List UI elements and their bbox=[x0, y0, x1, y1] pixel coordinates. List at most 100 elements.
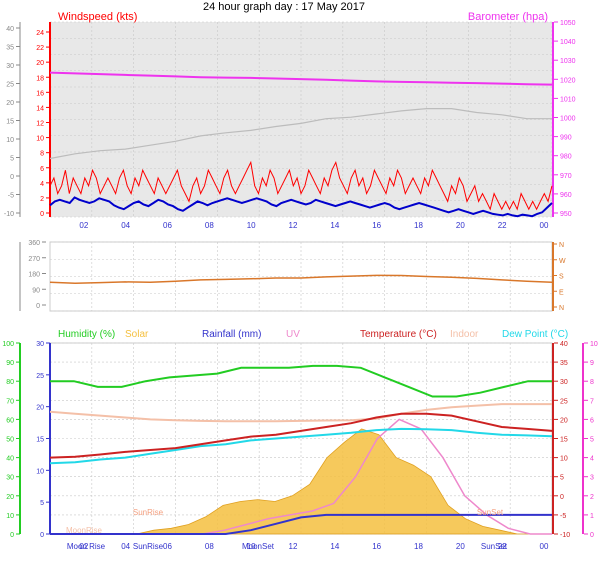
temp-tick: 0 bbox=[560, 494, 564, 501]
legend-item: Temperature (°C) bbox=[360, 329, 437, 340]
wind-x-tick: 20 bbox=[456, 221, 465, 230]
temp-tick: -10 bbox=[560, 532, 570, 539]
direction-compass-ticks: N W S E N bbox=[553, 242, 566, 312]
hum-tick: 80 bbox=[6, 379, 14, 386]
hum-tick: 100 bbox=[2, 341, 14, 348]
baro-ticks: 1050 1040 1030 1020 1010 1000 990 980 970 960 950 bbox=[554, 20, 576, 218]
direction-plot-area bbox=[49, 241, 553, 312]
baro-tick: 1050 bbox=[560, 20, 576, 27]
indoor-line bbox=[49, 403, 552, 423]
dir-right-tick: S bbox=[559, 274, 564, 281]
wind-outer-tick: 35 bbox=[6, 45, 14, 52]
annotation-label: MoonRise bbox=[66, 526, 103, 535]
clim-x-tick: 10 bbox=[247, 542, 256, 551]
wind-x-tick: 06 bbox=[163, 221, 172, 230]
hum-tick: 40 bbox=[6, 456, 14, 463]
baro-tick: 1030 bbox=[560, 58, 576, 65]
clim-x-tick: 14 bbox=[330, 542, 339, 551]
clim-x-tick: 02 bbox=[79, 542, 88, 551]
dir-right-tick: N bbox=[559, 242, 564, 249]
hum-tick: 70 bbox=[6, 398, 14, 405]
rain-line bbox=[50, 513, 552, 535]
hum-tick: 20 bbox=[6, 494, 14, 501]
rain-tick: 10 bbox=[36, 468, 44, 475]
wind-gust-line bbox=[49, 160, 553, 211]
clim-x-tick: 18 bbox=[414, 542, 423, 551]
wind-tick: 22 bbox=[36, 45, 44, 52]
climate-legend: Humidity (%) Solar Rainfall (mm) UV Temperat… bbox=[58, 329, 568, 340]
hum-tick: 30 bbox=[6, 475, 14, 482]
wind-tick: 0 bbox=[40, 211, 44, 218]
graph-title: 24 hour graph day : 17 May 2017 bbox=[203, 1, 365, 13]
wind-outer-tick: 15 bbox=[6, 119, 14, 126]
legend-item: Solar bbox=[125, 329, 149, 340]
clim-x-tick: 16 bbox=[372, 542, 381, 551]
wind-grid bbox=[50, 21, 553, 218]
temperature-ticks: 40 35 30 25 20 15 10 5 0 -5 -10 bbox=[554, 341, 570, 539]
clim-x-tick: 20 bbox=[456, 542, 465, 551]
wind-x-tick: 08 bbox=[205, 221, 214, 230]
uv-tick: 8 bbox=[590, 379, 594, 386]
direction-outer-ticks: 360 270 180 90 0 bbox=[28, 240, 46, 310]
windspeed-axis-label: Windspeed (kts) bbox=[58, 11, 137, 23]
hum-tick: 0 bbox=[10, 532, 14, 539]
wind-outer-tick: 0 bbox=[10, 174, 14, 181]
wind-avg-line bbox=[49, 196, 553, 218]
wind-tick: 4 bbox=[40, 181, 44, 188]
wind-x-tick: 18 bbox=[414, 221, 423, 230]
clim-x-tick: 22 bbox=[498, 542, 507, 551]
barometer-axis-label: Barometer (hpa) bbox=[468, 11, 548, 23]
uv-tick: 5 bbox=[590, 437, 594, 444]
rain-tick: 25 bbox=[36, 373, 44, 380]
annotation-label: Moon Rise bbox=[67, 542, 106, 551]
dir-outer-tick: 0 bbox=[36, 303, 40, 310]
wind-x-tick: 12 bbox=[289, 221, 298, 230]
temp-tick: 35 bbox=[560, 360, 568, 367]
legend-item: Rainfall (mm) bbox=[202, 329, 261, 340]
uv-tick: 9 bbox=[590, 360, 594, 367]
temperature-line bbox=[49, 412, 553, 459]
legend-item: Humidity (%) bbox=[58, 329, 115, 340]
rain-ticks: 30 25 20 15 10 5 0 bbox=[36, 341, 50, 539]
climate-annotations: Moon Rise SunRise MoonSet SunSet MoonRise Sun… bbox=[66, 508, 508, 551]
wind-x-tick: 00 bbox=[540, 221, 549, 230]
baro-tick: 970 bbox=[560, 173, 572, 180]
wind-x-tick: 14 bbox=[330, 221, 339, 230]
wind-outer-tick: 10 bbox=[6, 137, 14, 144]
hum-tick: 60 bbox=[6, 417, 14, 424]
wind-tick: 24 bbox=[36, 30, 44, 37]
direction-line bbox=[49, 274, 553, 284]
annotation-label: SunRise bbox=[133, 508, 164, 517]
uv-tick: 6 bbox=[590, 417, 594, 424]
uv-tick: 4 bbox=[590, 456, 594, 463]
dir-outer-tick: 270 bbox=[28, 256, 40, 263]
wind-tick: 18 bbox=[36, 75, 44, 82]
baro-tick: 1000 bbox=[560, 116, 576, 123]
wind-tick: 10 bbox=[36, 136, 44, 143]
annotation-label: SunSet bbox=[481, 542, 508, 551]
uv-tick: 1 bbox=[590, 513, 594, 520]
uv-tick: 2 bbox=[590, 494, 594, 501]
temp-tick: 40 bbox=[560, 341, 568, 348]
wind-x-tick: 04 bbox=[121, 221, 130, 230]
direction-panel: 360 270 180 90 0 N W S E N bbox=[19, 240, 566, 312]
baro-tick: 960 bbox=[560, 192, 572, 199]
humidity-line bbox=[50, 364, 552, 398]
dir-right-tick: W bbox=[559, 258, 566, 265]
wind-outer-tick: 5 bbox=[10, 156, 14, 163]
hum-tick: 10 bbox=[6, 513, 14, 520]
clim-x-tick: 12 bbox=[289, 542, 298, 551]
wind-tick: 12 bbox=[36, 121, 44, 128]
clim-x-tick: 04 bbox=[121, 542, 130, 551]
uv-tick: 7 bbox=[590, 398, 594, 405]
wind-outer-tick: 40 bbox=[6, 26, 14, 33]
temp-tick: 20 bbox=[560, 417, 568, 424]
legend-item: Dew Point (°C) bbox=[502, 329, 568, 340]
wind-x-ticks: 02 04 06 08 10 12 14 16 18 20 22 00 bbox=[79, 221, 549, 230]
dewpoint-line bbox=[49, 427, 553, 465]
baro-tick: 1040 bbox=[560, 39, 576, 46]
